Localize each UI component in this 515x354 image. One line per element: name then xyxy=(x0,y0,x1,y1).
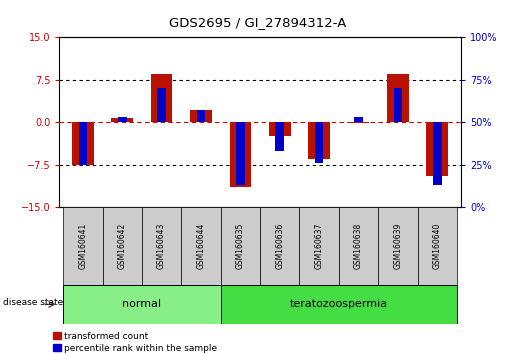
Bar xyxy=(426,122,448,176)
Text: GSM160644: GSM160644 xyxy=(197,223,205,269)
Bar xyxy=(157,88,166,122)
Text: teratozoospermia: teratozoospermia xyxy=(290,299,388,309)
Bar xyxy=(142,207,181,285)
Bar xyxy=(221,285,457,324)
Bar xyxy=(72,122,94,165)
Bar xyxy=(269,122,290,136)
Text: GSM160637: GSM160637 xyxy=(315,223,323,269)
Text: GSM160643: GSM160643 xyxy=(157,223,166,269)
Bar xyxy=(181,207,221,285)
Text: GSM160639: GSM160639 xyxy=(393,223,402,269)
Text: GSM160641: GSM160641 xyxy=(78,223,88,269)
Legend: transformed count, percentile rank within the sample: transformed count, percentile rank withi… xyxy=(54,332,217,353)
Bar xyxy=(339,207,378,285)
Bar xyxy=(387,74,409,122)
Bar xyxy=(433,122,442,185)
Text: GSM160638: GSM160638 xyxy=(354,223,363,269)
Bar xyxy=(354,117,363,122)
Bar xyxy=(308,122,330,159)
Bar xyxy=(393,88,402,122)
Text: GSM160642: GSM160642 xyxy=(118,223,127,269)
Text: disease state: disease state xyxy=(3,298,63,307)
Bar xyxy=(378,207,418,285)
Bar xyxy=(276,122,284,151)
Bar xyxy=(111,118,133,122)
Bar xyxy=(236,122,245,185)
Text: GSM160640: GSM160640 xyxy=(433,223,442,269)
Bar xyxy=(197,110,205,122)
Bar xyxy=(118,117,127,122)
Bar xyxy=(299,207,339,285)
Bar xyxy=(63,285,221,324)
Bar xyxy=(260,207,299,285)
Bar xyxy=(151,74,173,122)
Bar xyxy=(348,122,369,123)
Bar xyxy=(102,207,142,285)
Text: GSM160635: GSM160635 xyxy=(236,223,245,269)
Bar xyxy=(63,207,102,285)
Text: GSM160636: GSM160636 xyxy=(275,223,284,269)
Bar xyxy=(418,207,457,285)
Bar xyxy=(78,122,87,165)
Bar xyxy=(190,110,212,122)
Bar xyxy=(221,207,260,285)
Bar xyxy=(230,122,251,187)
Text: GDS2695 / GI_27894312-A: GDS2695 / GI_27894312-A xyxy=(169,16,346,29)
Text: normal: normal xyxy=(123,299,162,309)
Bar xyxy=(315,122,323,163)
